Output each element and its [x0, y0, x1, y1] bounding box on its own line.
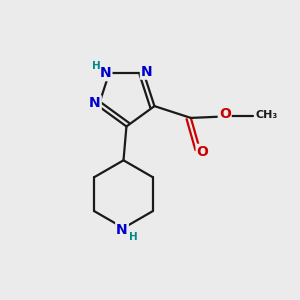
Text: O: O [197, 145, 208, 159]
Text: N: N [89, 96, 101, 110]
Text: H: H [129, 232, 138, 242]
Text: N: N [100, 66, 111, 80]
Text: O: O [219, 106, 231, 121]
Text: N: N [141, 65, 152, 79]
Text: N: N [116, 223, 128, 236]
Text: CH₃: CH₃ [256, 110, 278, 120]
Text: H: H [92, 61, 100, 71]
